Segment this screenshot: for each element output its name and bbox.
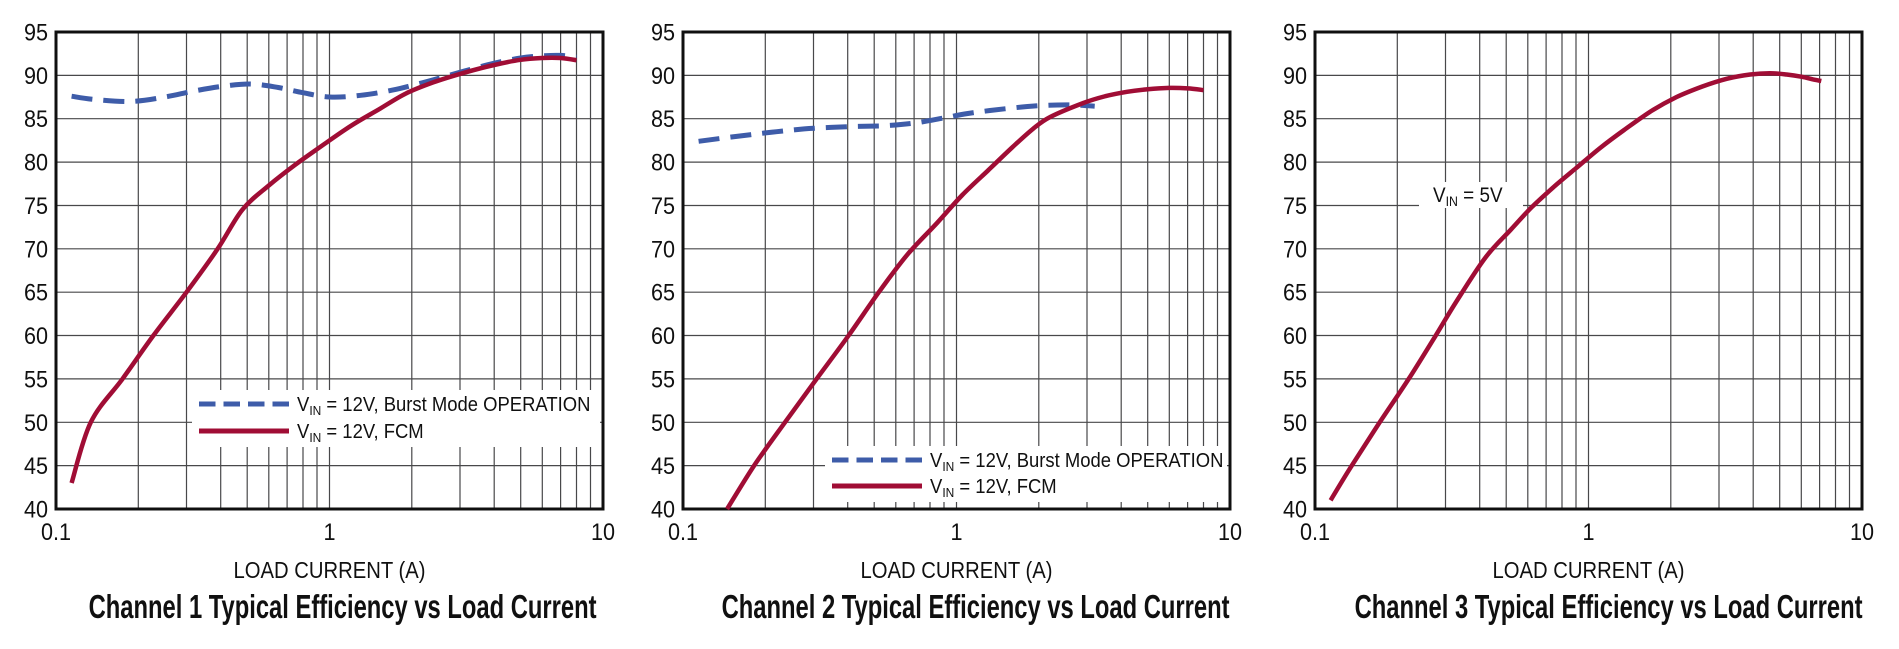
- y-tick-label: 60: [1283, 322, 1307, 349]
- x-tick-label: 0.1: [1300, 518, 1330, 545]
- x-tick-label: 10: [591, 518, 615, 545]
- y-tick-label: 90: [1283, 62, 1307, 89]
- legend-entry-label: VIN = 12V, FCM: [297, 420, 424, 445]
- chart-cell-channel-1: VIN = 12V, Burst Mode OPERATION VIN = 12V…: [0, 0, 633, 649]
- y-tick-label: 40: [24, 495, 48, 522]
- y-tick-label: 75: [1283, 192, 1307, 219]
- y-tick-label: 45: [24, 452, 48, 479]
- efficiency-curve-vin-5v: [1328, 70, 1822, 502]
- y-tick-label: 95: [24, 18, 48, 45]
- y-tick-label: 80: [1283, 149, 1307, 176]
- annotation-background: [1419, 182, 1523, 208]
- plot-frame: [1313, 30, 1864, 511]
- y-tick-label: 90: [24, 62, 48, 89]
- curve-annotation: VIN = 5V: [1433, 184, 1503, 209]
- efficiency-curve-fcm: [725, 85, 1204, 511]
- x-tick-label: 1: [950, 518, 962, 545]
- y-tick-label: 40: [651, 495, 675, 522]
- y-tick-label: 65: [24, 279, 48, 306]
- y-tick-label: 60: [651, 322, 675, 349]
- y-tick-label: 60: [24, 322, 48, 349]
- x-axis-label: LOAD CURRENT (A): [860, 557, 1053, 583]
- y-tick-label: 45: [651, 452, 675, 479]
- y-tick-label: 65: [1283, 279, 1307, 306]
- x-axis-label: LOAD CURRENT (A): [233, 557, 426, 583]
- x-tick-label: 0.1: [668, 518, 698, 545]
- y-tick-label: 50: [24, 409, 48, 436]
- legend-entry-label: VIN = 12V, Burst Mode OPERATION: [930, 449, 1223, 474]
- y-tick-label: 95: [651, 18, 675, 45]
- y-tick-label: 70: [651, 235, 675, 262]
- x-axis-label: LOAD CURRENT (A): [1492, 557, 1685, 583]
- y-tick-label: 95: [1283, 18, 1307, 45]
- y-tick-label: 55: [1283, 365, 1307, 392]
- legend-entry-label: VIN = 12V, Burst Mode OPERATION: [297, 393, 590, 418]
- legend-background: [825, 446, 1227, 502]
- y-tick-label: 50: [651, 409, 675, 436]
- x-tick-label: 1: [323, 518, 335, 545]
- plot-frame: [54, 30, 605, 511]
- y-tick-label: 40: [1283, 495, 1307, 522]
- plot-frame: [681, 30, 1232, 511]
- legend-background: [192, 390, 600, 447]
- y-tick-label: 55: [651, 365, 675, 392]
- y-tick-label: 45: [1283, 452, 1307, 479]
- efficiency-curve-fcm: [69, 55, 577, 484]
- efficiency-plot-channel-3: VIN = 5V 95 90 85 80 75 70 65 60 55 50 45 400.1 1 10: [1283, 18, 1874, 545]
- y-tick-label: 50: [1283, 409, 1307, 436]
- y-tick-label: 80: [24, 149, 48, 176]
- efficiency-curve-burst-mode: [698, 102, 1095, 144]
- legend-entry-label: VIN = 12V, FCM: [930, 475, 1057, 500]
- y-tick-label: 55: [24, 365, 48, 392]
- y-tick-label: 70: [1283, 235, 1307, 262]
- x-tick-label: 0.1: [41, 518, 71, 545]
- y-tick-label: 85: [651, 105, 675, 132]
- x-tick-label: 10: [1850, 518, 1874, 545]
- y-tick-label: 75: [24, 192, 48, 219]
- chart-cell-channel-3: VIN = 5V 95 90 85 80 75 70 65 60 55 50 45 40 0.1 1 10 L…: [1266, 0, 1899, 649]
- chart-title-channel-1: Channel 1 Typical Efficiency vs Load Cur…: [88, 588, 597, 625]
- y-tick-label: 70: [24, 235, 48, 262]
- y-tick-label: 80: [651, 149, 675, 176]
- y-tick-label: 65: [651, 279, 675, 306]
- y-tick-label: 85: [24, 105, 48, 132]
- chart-cell-channel-2: VIN = 12V, Burst Mode OPERATION VIN = 12V…: [633, 0, 1266, 649]
- x-tick-label: 1: [1582, 518, 1594, 545]
- x-tick-label: 10: [1218, 518, 1242, 545]
- y-tick-label: 90: [651, 62, 675, 89]
- y-tick-label: 75: [651, 192, 675, 219]
- y-tick-label: 85: [1283, 105, 1307, 132]
- chart-title-channel-2: Channel 2 Typical Efficiency vs Load Cur…: [721, 588, 1230, 625]
- chart-title-channel-3: Channel 3 Typical Efficiency vs Load Cur…: [1354, 588, 1863, 625]
